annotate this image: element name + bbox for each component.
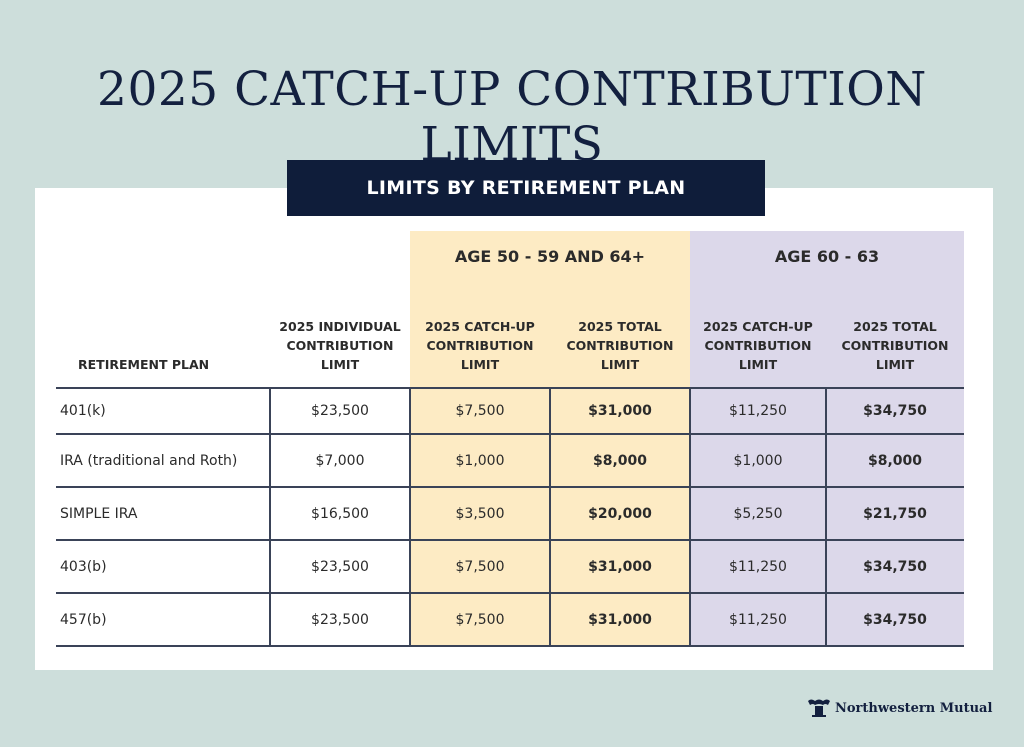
column-header: 2025 INDIVIDUAL CONTRIBUTION LIMIT [279, 319, 401, 372]
row-divider [56, 645, 964, 647]
value-cell: $11,250 [729, 403, 787, 419]
plan-name-cell: 401(k) [60, 403, 106, 419]
value-cell: $7,500 [455, 403, 505, 419]
value-cell: $31,000 [588, 558, 652, 575]
value-cell: $34,750 [863, 403, 927, 419]
section-banner: LIMITS BY RETIREMENT PLAN [287, 160, 765, 216]
value-cell: $20,000 [588, 505, 652, 522]
value-cell: $7,500 [455, 558, 505, 575]
column-divider [409, 388, 411, 646]
value-cell: $5,250 [733, 505, 783, 522]
value-cell: $34,750 [863, 558, 927, 575]
value-cell: $1,000 [733, 452, 783, 469]
value-cell: $34,750 [863, 611, 927, 628]
column-divider [549, 388, 551, 646]
value-cell: $7,500 [455, 611, 505, 628]
value-cell: $11,250 [729, 558, 787, 575]
column-header: 2025 CATCH-UP CONTRIBUTION LIMIT [425, 319, 535, 372]
value-cell: $3,500 [455, 505, 505, 522]
row-divider [56, 387, 964, 389]
value-cell: $8,000 [867, 452, 923, 469]
value-cell: $23,500 [311, 611, 369, 628]
value-cell: $11,250 [729, 611, 787, 628]
row-divider [56, 486, 964, 488]
value-cell: $21,750 [863, 505, 927, 522]
row-divider [56, 539, 964, 541]
age-60-band [690, 231, 964, 646]
plan-name-cell: 403(b) [60, 558, 107, 575]
plan-name-cell: SIMPLE IRA [60, 505, 138, 522]
value-cell: $31,000 [588, 403, 652, 419]
northwestern-mutual-logo: Northwestern Mutual [807, 698, 992, 718]
row-divider [56, 592, 964, 594]
value-cell: $16,500 [311, 505, 369, 522]
column-divider [689, 388, 691, 646]
value-cell: $31,000 [588, 611, 652, 628]
column-header: 2025 CATCH-UP CONTRIBUTION LIMIT [703, 319, 813, 372]
column-header: 2025 TOTAL CONTRIBUTION LIMIT [841, 319, 949, 372]
plan-name-cell: 457(b) [60, 611, 107, 628]
column-divider [269, 388, 271, 646]
value-cell: $7,000 [315, 452, 365, 469]
plan-name-cell: IRA (traditional and Roth) [60, 452, 238, 469]
row-divider [56, 433, 964, 435]
column-divider [825, 388, 827, 646]
value-cell: $1,000 [455, 452, 505, 469]
value-cell: $23,500 [311, 558, 369, 575]
logo-text: Northwestern Mutual [835, 700, 993, 716]
column-header-plan: RETIREMENT PLAN [78, 357, 210, 372]
value-cell: $8,000 [592, 452, 648, 469]
group-header-age-50: AGE 50 - 59 AND 64+ [454, 246, 646, 266]
value-cell: $23,500 [311, 403, 369, 419]
column-capital-icon [808, 699, 830, 717]
column-header: 2025 TOTAL CONTRIBUTION LIMIT [566, 319, 674, 372]
group-header-age-60: AGE 60 - 63 [774, 246, 880, 266]
page-title: 2025 CATCH-UP CONTRIBUTION LIMITS [97, 62, 927, 172]
